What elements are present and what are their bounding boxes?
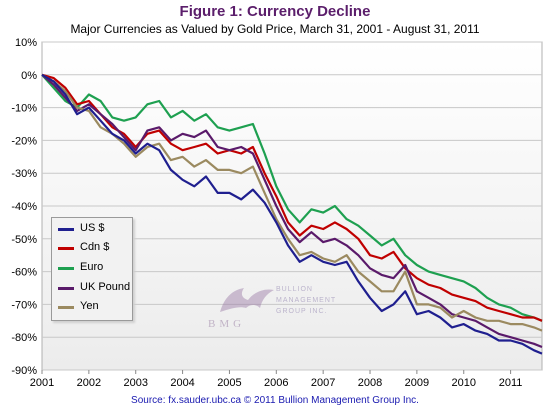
griffin-icon [220,288,274,312]
chart-subtitle: Major Currencies as Valued by Gold Price… [70,22,480,36]
y-tick-label: -40% [11,201,37,213]
series-line-euro [41,74,543,322]
x-tick-label: 2007 [311,377,335,389]
series-lines [41,73,543,355]
x-tick-label: 2008 [358,377,382,389]
legend-swatch-usd [58,228,74,231]
y-tick-label: -10% [11,103,37,115]
x-tick-label: 2009 [405,377,429,389]
legend-label-yen: Yen [80,300,99,312]
x-tick-label: 2011 [499,377,523,389]
legend-swatch-cad [58,247,74,250]
watermark-line-3: GROUP INC. [276,308,328,315]
y-tick-label: 10% [15,37,37,49]
y-tick-label: -90% [11,365,37,377]
watermark-bmg: BMG [208,318,246,330]
y-tick-label: -60% [11,267,37,279]
legend-label-cad: Cdn $ [80,241,110,253]
chart-title: Figure 1: Currency Decline [179,3,371,20]
watermark-logo: BMG BULLION MANAGEMENT GROUP INC. [200,278,340,338]
x-tick-label: 2006 [264,377,288,389]
series-line-cdn [41,73,543,322]
y-tick-label: -80% [11,332,37,344]
y-tick-label: -50% [11,234,37,246]
y-tick-label: -20% [11,135,37,147]
y-tick-label: -70% [11,299,37,311]
series-line-yen [41,73,543,332]
legend-label-gbp: UK Pound [80,281,131,293]
x-tick-label: 2003 [123,377,147,389]
x-tick-label: 2002 [77,377,101,389]
x-tick-label: 2010 [452,377,476,389]
x-tick-label: 2005 [217,377,241,389]
source-note: Source: fx.sauder.ubc.ca © 2011 Bullion … [131,395,419,406]
legend: US $ Cdn $ Euro UK Pound Yen [51,217,133,321]
series-line-uk-pound [41,73,543,349]
legend-swatch-euro [58,267,74,270]
watermark-line-2: MANAGEMENT [276,297,337,304]
x-tick-label: 2004 [170,377,194,389]
y-tick-label: 0% [21,70,37,82]
y-axis-ticks: 10% 0% -10% -20% -30% -40% -50% -60% -70% -80% -90… [11,37,37,377]
x-tick-label: 2001 [30,377,54,389]
watermark-line-1: BULLION [276,286,313,293]
legend-label-euro: Euro [80,261,104,273]
legend-label-usd: US $ [80,222,105,234]
legend-swatch-yen [58,306,74,309]
watermark-text: BULLION MANAGEMENT GROUP INC. [276,284,336,317]
legend-swatch-gbp [58,287,74,290]
y-tick-label: -30% [11,168,37,180]
series-line-us [41,73,543,355]
x-axis-ticks: 2001 2002 2003 2004 2005 2006 2007 2008 2009 2010… [30,370,523,389]
